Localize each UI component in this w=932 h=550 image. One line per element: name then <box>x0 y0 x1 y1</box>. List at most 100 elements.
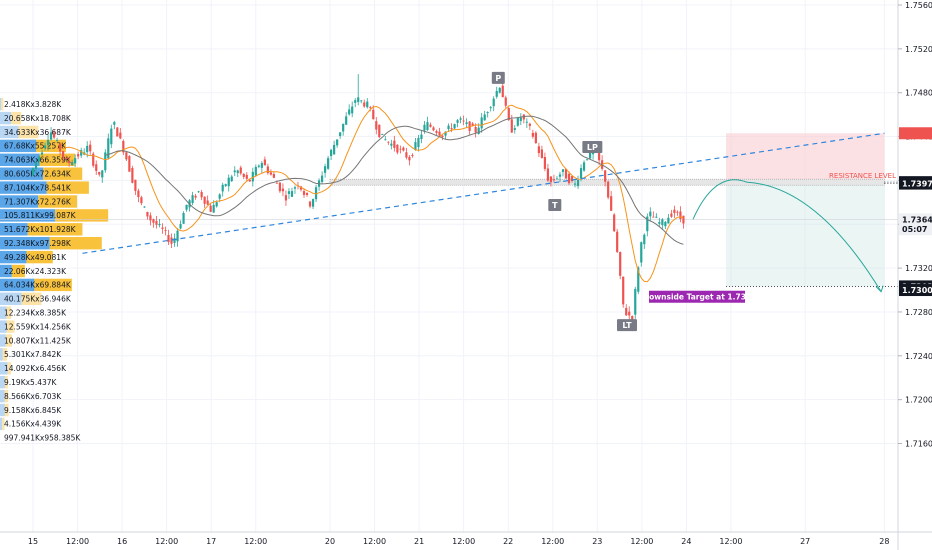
moving-average-fast <box>62 104 684 283</box>
candle-body <box>342 123 345 132</box>
volume-profile: 2.418Kx3.828K 20.658Kx18.708K 34.633Kx36.6… <box>0 98 109 443</box>
candle-body <box>429 124 432 127</box>
candle-body <box>336 139 339 146</box>
candle-body <box>661 219 664 226</box>
volume-profile-bar-a <box>0 376 5 389</box>
candle-body <box>149 215 152 221</box>
candle-body <box>643 234 646 245</box>
candle-body <box>501 85 504 98</box>
candle-body <box>161 227 164 229</box>
candle-body <box>101 170 104 178</box>
candle-body <box>462 120 465 122</box>
candle-body <box>257 165 260 167</box>
candle-body <box>369 107 372 109</box>
candle-body <box>465 122 468 124</box>
candle-body <box>528 123 531 126</box>
volume-profile-bar-a <box>0 320 7 333</box>
candle-body <box>682 215 685 224</box>
volume-profile-label: 20.658Kx18.708K <box>4 114 72 123</box>
candle-body <box>134 179 137 191</box>
candle-body <box>453 124 456 129</box>
candle-body <box>438 131 441 136</box>
candle-body <box>131 167 134 183</box>
price-label-badge <box>899 213 932 226</box>
candle-body <box>293 187 297 189</box>
swing-label-text: P <box>495 74 501 83</box>
volume-profile-label: 14.092Kx6.456K <box>4 364 67 373</box>
volume-profile-label: 64.034Kx69.884K <box>4 281 72 290</box>
time-tick-label: 23 <box>592 537 602 546</box>
candle-body <box>585 159 589 161</box>
candle-body <box>92 153 95 166</box>
volume-profile-label: 40.175Kx36.946K <box>4 295 72 304</box>
candle-body <box>209 205 212 212</box>
volume-profile-bar-b <box>4 403 9 417</box>
candle-body <box>507 107 510 121</box>
volume-profile-label: 8.566Kx6.703K <box>4 392 62 401</box>
volume-profile-label: 67.68Kx55.257K <box>4 142 67 151</box>
volume-profile-bar-a <box>0 209 55 222</box>
volume-profile-label: 71.307Kx72.276K <box>4 197 72 206</box>
time-tick-label: 20 <box>325 537 335 546</box>
time-tick-label: 24 <box>681 537 691 546</box>
candle-body <box>393 140 396 148</box>
candle-body <box>323 166 327 173</box>
candle-body <box>146 211 149 217</box>
volume-profile-bar-a <box>0 223 28 236</box>
candle-body <box>269 172 272 175</box>
time-axis[interactable]: 15 12:00 16 12:00 17 12:00 20 12:00 21 12:00 22 12:… <box>0 531 932 546</box>
candle-body <box>185 204 188 210</box>
candle-body <box>278 182 282 192</box>
candle-body <box>284 195 288 201</box>
candle-body <box>360 100 363 102</box>
candle-body <box>176 230 179 242</box>
volume-profile-bar-b <box>34 278 72 292</box>
target-label-text: Downside Target at 1.730 <box>643 293 751 302</box>
candle-body <box>242 173 245 177</box>
volume-profile-label: 9.158Kx6.845K <box>4 406 62 415</box>
candle-body <box>417 137 420 148</box>
time-tick-label: 22 <box>503 537 513 546</box>
candle-body <box>649 211 652 217</box>
candle-body <box>420 134 423 139</box>
candle-body <box>113 122 116 125</box>
candle-body <box>543 157 547 169</box>
candle-body <box>384 139 387 141</box>
time-tick-label: 12:00 <box>66 537 89 546</box>
candle-body <box>287 191 291 194</box>
volume-profile-label: 51.672Kx101.928K <box>4 225 77 234</box>
volume-profile-bar-b <box>43 167 83 180</box>
candle-body <box>613 214 616 232</box>
volume-profile-label: 997.941Kx958.385K <box>4 434 81 443</box>
candle-body <box>116 127 119 137</box>
candle-body <box>366 101 369 108</box>
candle-body <box>378 124 381 138</box>
candle-body <box>444 131 447 136</box>
candle-body <box>679 211 682 220</box>
candle-body <box>62 151 65 158</box>
candle-body <box>59 143 62 152</box>
swing-label-text: T <box>552 201 558 210</box>
candle-body <box>604 170 607 182</box>
candle-body <box>137 190 140 198</box>
volume-profile-label: 5.301Kx7.842K <box>4 350 62 359</box>
time-tick-label: 27 <box>800 537 810 546</box>
price-axis[interactable]: 1.756001.752001.748001.744001.740001.736… <box>897 0 932 550</box>
volume-profile-label: 105.811Kx99.087K <box>4 211 77 220</box>
candle-body <box>49 132 53 140</box>
price-label-badge <box>899 223 932 236</box>
candle-body <box>203 196 206 204</box>
time-tick-label: 12:00 <box>452 537 475 546</box>
candle-body <box>314 187 318 200</box>
candle-body <box>631 315 634 321</box>
volume-profile-label: 74.063Kx66.359K <box>4 156 72 165</box>
short-position[interactable] <box>726 133 885 287</box>
candle-body <box>540 149 544 158</box>
volume-profile-label: 4.156Kx4.439K <box>4 420 62 429</box>
candle-body <box>598 151 601 161</box>
candle-body <box>125 152 128 160</box>
candle-body <box>549 176 553 183</box>
candle-body <box>673 209 676 214</box>
